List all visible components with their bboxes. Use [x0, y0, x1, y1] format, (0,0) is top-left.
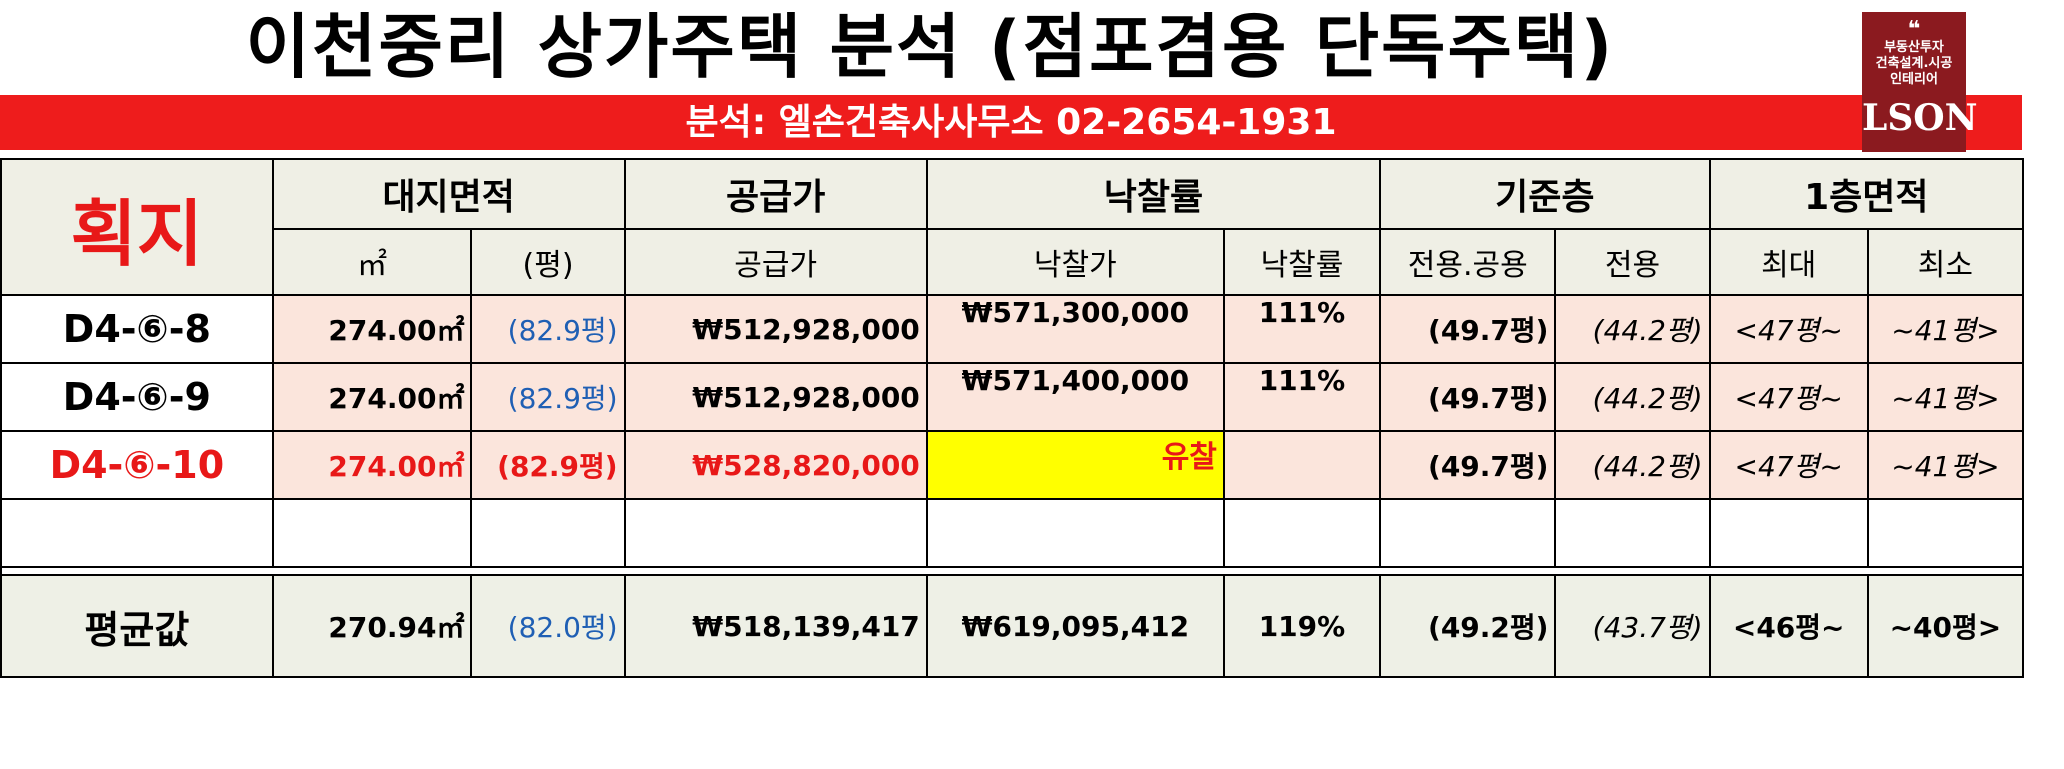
avg-bid-price: ₩619,095,412	[925, 574, 1225, 678]
first-floor-min: ~41평>	[1866, 362, 2025, 432]
floor-total: (49.7평)	[1379, 430, 1557, 500]
lot-header: 획지	[0, 158, 274, 296]
avg-first-floor-max: <46평~	[1708, 574, 1869, 678]
sub-header-bid-rate: 낙찰률	[1222, 228, 1382, 296]
empty-row	[0, 498, 2025, 568]
analysis-table: 획지 대지면적 공급가 낙찰률 기준층 1층면적 ㎡ (평) 공급가 낙찰가 낙…	[0, 158, 2025, 678]
sub-header-min: 최소	[1866, 228, 2025, 296]
logo-line-3: 인테리어	[1890, 72, 1938, 87]
analysis-banner: 분석: 엘손건축사사무소 02-2654-1931	[0, 95, 2022, 150]
lot-id: D4-⑥-8	[0, 294, 274, 364]
separator-row	[0, 566, 2024, 576]
lot-id: D4-⑥-9	[0, 362, 274, 432]
first-floor-max: <47평~	[1708, 294, 1869, 364]
area-m2: 274.00㎡	[271, 294, 473, 364]
area-m2: 274.00㎡	[271, 362, 473, 432]
floor-total: (49.7평)	[1379, 294, 1557, 364]
header-row-2: ㎡ (평) 공급가 낙찰가 낙찰률 전용.공용 전용 최대 최소	[1, 228, 2025, 296]
area-pyeong: (82.9평)	[470, 430, 626, 500]
logo-brand: LSON	[1862, 97, 1978, 139]
bid-price: ₩571,400,000	[925, 362, 1225, 432]
bid-rate	[1222, 430, 1382, 500]
table-row: D4-⑥-8 274.00㎡ (82.9평) ₩512,928,000 ₩571…	[0, 294, 2025, 364]
average-label: 평균값	[0, 574, 274, 678]
sub-header-supply: 공급가	[623, 228, 928, 296]
avg-supply-price: ₩518,139,417	[623, 574, 928, 678]
avg-bid-rate: 119%	[1222, 574, 1382, 678]
avg-floor-exclusive: (43.7평)	[1554, 574, 1711, 678]
area-pyeong: (82.9평)	[470, 294, 626, 364]
average-row: 평균값 270.94㎡ (82.0평) ₩518,139,417 ₩619,09…	[0, 574, 2025, 678]
bid-price: ₩571,300,000	[925, 294, 1225, 364]
avg-first-floor-min: ~40평>	[1866, 574, 2025, 678]
page-title: 이천중리 상가주택 분석 (점포겸용 단독주택)	[245, 6, 1615, 88]
lson-logo: ❝ 부동산투자 건축설계.시공 인테리어 LSON	[1862, 12, 1978, 152]
avg-area-pyeong: (82.0평)	[470, 574, 626, 678]
first-floor-max: <47평~	[1708, 430, 1869, 500]
header-row-1: 획지 대지면적 공급가 낙찰률 기준층 1층면적	[0, 158, 2025, 296]
area-pyeong: (82.9평)	[470, 362, 626, 432]
sub-header-m2: ㎡	[271, 228, 473, 296]
logo-line-2: 건축설계.시공	[1875, 56, 1953, 71]
supply-price: ₩512,928,000	[623, 294, 928, 364]
bid-rate: 111%	[1222, 362, 1382, 432]
supply-price: ₩528,820,000	[623, 430, 928, 500]
bid-rate: 111%	[1222, 294, 1382, 364]
floor-exclusive: (44.2평)	[1554, 294, 1711, 364]
supply-price: ₩512,928,000	[623, 362, 928, 432]
sub-header-pyeong: (평)	[470, 228, 626, 296]
table-row: D4-⑥-9 274.00㎡ (82.9평) ₩512,928,000 ₩571…	[0, 362, 2025, 432]
supply-header: 공급가	[623, 158, 928, 230]
sub-header-bid-price: 낙찰가	[925, 228, 1225, 296]
area-m2: 274.00㎡	[271, 430, 473, 500]
sub-header-total-area: 전용.공용	[1379, 228, 1557, 296]
quote-icon: ❝	[1907, 17, 1921, 42]
floor-total: (49.7평)	[1379, 362, 1557, 432]
avg-floor-total: (49.2평)	[1379, 574, 1557, 678]
logo-line-1: 부동산투자	[1884, 40, 1944, 55]
first-floor-header: 1층면적	[1708, 158, 2025, 230]
first-floor-min: ~41평>	[1866, 294, 2025, 364]
lot-id: D4-⑥-10	[0, 430, 274, 500]
floor-exclusive: (44.2평)	[1554, 430, 1711, 500]
first-floor-min: ~41평>	[1866, 430, 2025, 500]
first-floor-max: <47평~	[1708, 362, 1869, 432]
land-area-header: 대지면적	[271, 158, 626, 230]
bid-failed-badge: 유찰	[925, 430, 1225, 500]
standard-floor-header: 기준층	[1379, 158, 1711, 230]
table-row: D4-⑥-10 274.00㎡ (82.9평) ₩528,820,000 유찰 …	[0, 430, 2025, 500]
bid-rate-header: 낙찰률	[925, 158, 1382, 230]
avg-area-m2: 270.94㎡	[271, 574, 473, 678]
floor-exclusive: (44.2평)	[1554, 362, 1711, 432]
sub-header-max: 최대	[1708, 228, 1869, 296]
sub-header-exclusive: 전용	[1554, 228, 1711, 296]
